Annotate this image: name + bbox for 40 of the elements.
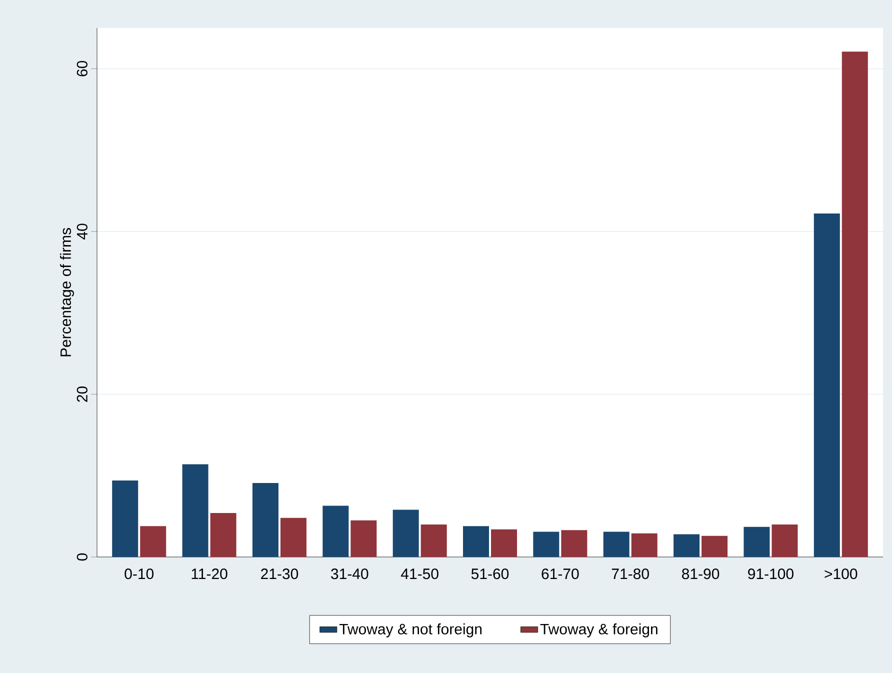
x-tick-label: 0-10 bbox=[124, 568, 154, 580]
bar bbox=[631, 533, 658, 557]
bar bbox=[392, 510, 419, 557]
bar bbox=[280, 518, 306, 557]
x-tick-label: 71-80 bbox=[612, 568, 649, 580]
bar bbox=[491, 529, 518, 557]
bar bbox=[603, 532, 630, 557]
bar bbox=[772, 524, 798, 557]
bar bbox=[702, 536, 728, 557]
x-tick-label: 31-40 bbox=[331, 568, 368, 580]
y-tick-label: 20 bbox=[76, 386, 88, 402]
bar bbox=[112, 480, 138, 557]
x-tick-label: 21-30 bbox=[261, 568, 298, 580]
x-tick-label: 91-100 bbox=[748, 568, 794, 580]
bar bbox=[210, 513, 236, 557]
legend-label: Twoway & not foreign bbox=[339, 623, 482, 638]
y-axis-title: Percentage of firms bbox=[60, 228, 74, 356]
x-tick-label: 61-70 bbox=[542, 568, 579, 580]
y-tick-label: 40 bbox=[76, 224, 88, 240]
bar bbox=[463, 526, 490, 557]
bar bbox=[322, 506, 349, 557]
y-tick-label: 60 bbox=[76, 60, 88, 76]
x-tick-label: 51-60 bbox=[471, 568, 509, 580]
legend-label: Twoway & foreign bbox=[540, 623, 658, 638]
x-tick-label: 11-20 bbox=[192, 568, 228, 580]
y-tick-label: 0 bbox=[76, 553, 88, 561]
bar bbox=[140, 526, 166, 557]
bar bbox=[420, 524, 447, 557]
bar bbox=[744, 526, 770, 557]
x-tick-label: >100 bbox=[824, 568, 858, 580]
bar bbox=[674, 534, 700, 557]
x-tick-label: 41-50 bbox=[400, 568, 438, 580]
bar bbox=[350, 520, 377, 557]
bar bbox=[252, 482, 278, 557]
bar bbox=[814, 214, 840, 557]
bar bbox=[182, 464, 208, 557]
bar bbox=[842, 52, 868, 557]
x-tick-label: 81-90 bbox=[682, 568, 720, 580]
bar bbox=[533, 532, 560, 557]
bar bbox=[561, 530, 588, 557]
